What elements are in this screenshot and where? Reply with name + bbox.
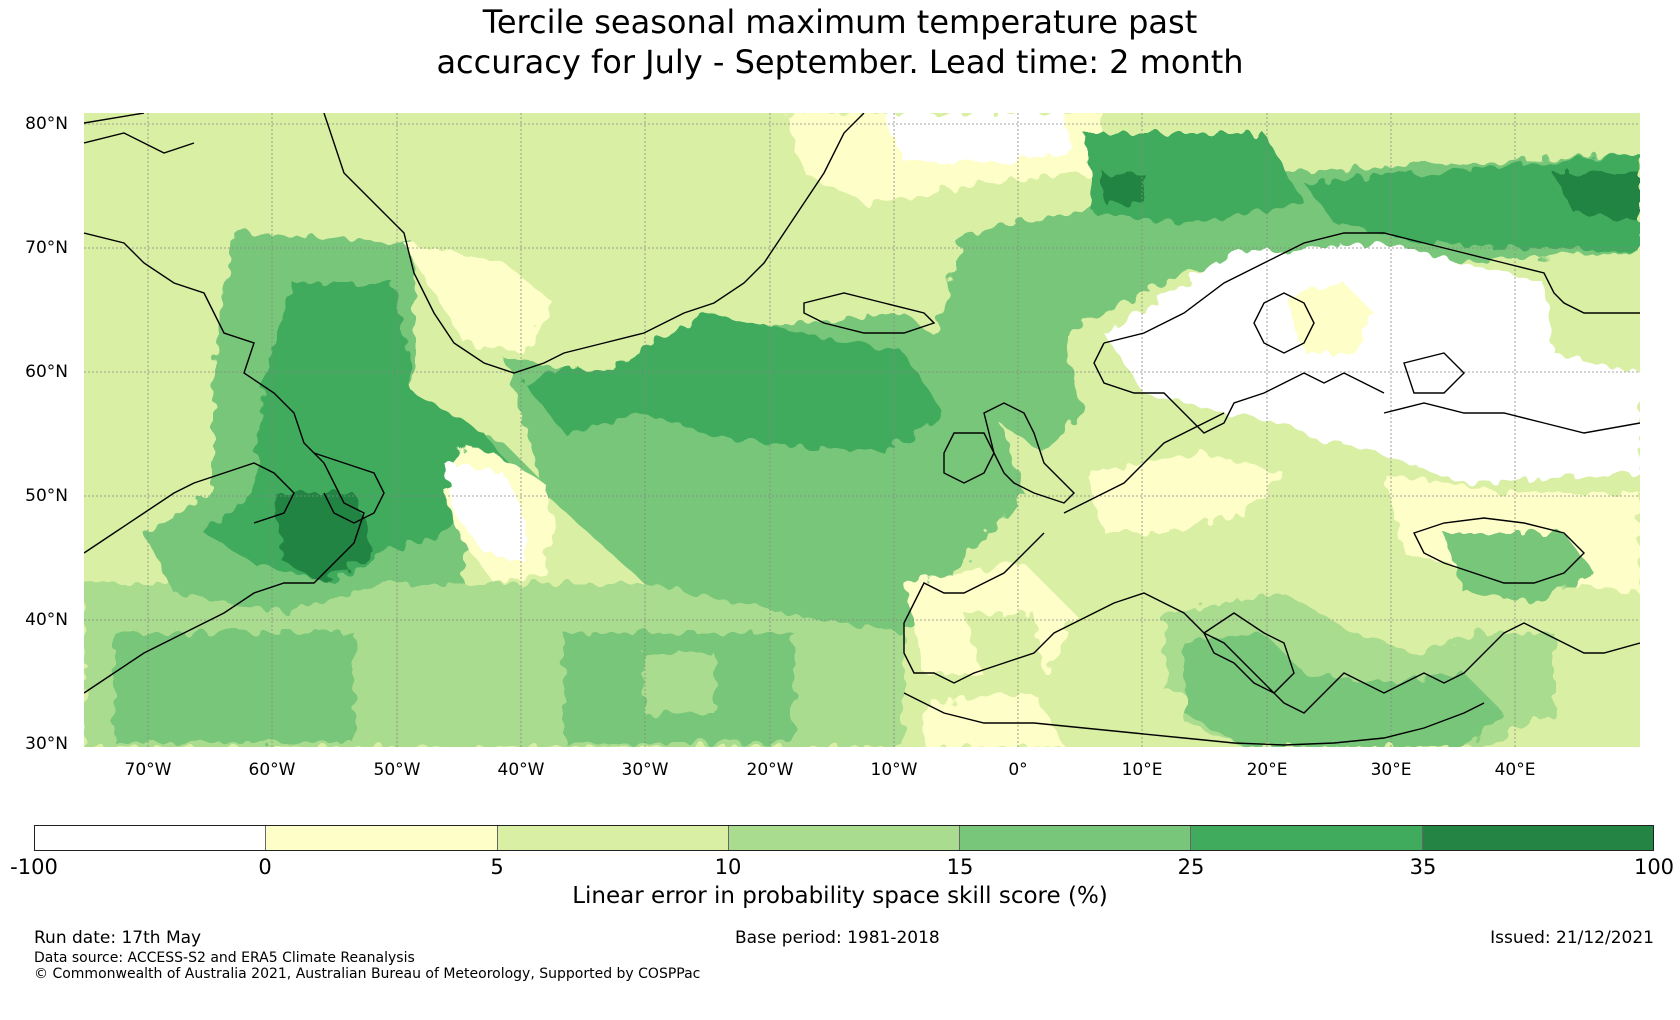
lon-label-20e: 20°E [1246, 760, 1288, 780]
colorbar-segment-5 [1191, 826, 1423, 850]
colorbar-label: Linear error in probability space skill … [572, 883, 1108, 909]
lon-label-10e: 10°E [1121, 760, 1163, 780]
colorbar-tick-0: 0 [258, 855, 272, 879]
colorbar-tick-minus100: -100 [10, 855, 58, 879]
issued-date: Issued: 21/12/2021 [1490, 928, 1654, 948]
lon-label-40e: 40°E [1494, 760, 1536, 780]
colorbar-tick-100: 100 [1633, 855, 1675, 879]
lat-label-30n: 30°N [25, 734, 68, 754]
colorbar-segment-1 [266, 826, 498, 850]
colorbar-segment-3 [728, 826, 961, 850]
lon-label-60w: 60°W [248, 760, 296, 780]
lon-label-30e: 30°E [1370, 760, 1412, 780]
skill-map-svg [84, 113, 1640, 747]
coastlines [84, 113, 1640, 746]
title-line-1: Tercile seasonal maximum temperature pas… [482, 3, 1198, 41]
colorbar [34, 825, 1654, 851]
lon-label-50w: 50°W [373, 760, 421, 780]
lon-label-40w: 40°W [497, 760, 545, 780]
lat-label-80n: 80°N [25, 114, 68, 134]
skill-map [84, 113, 1640, 747]
colorbar-segment-0 [35, 826, 267, 850]
base-period: Base period: 1981-2018 [735, 928, 940, 948]
colorbar-tick-10: 10 [714, 855, 742, 879]
run-date: Run date: 17th May [34, 928, 202, 948]
colorbar-segment-2 [497, 826, 729, 850]
colorbar-tick-15: 15 [946, 855, 974, 879]
lat-label-60n: 60°N [25, 362, 68, 382]
title-line-2: accuracy for July - September. Lead time… [436, 43, 1244, 81]
lat-label-50n: 50°N [25, 486, 68, 506]
chart-title: Tercile seasonal maximum temperature pas… [0, 2, 1680, 82]
lat-label-70n: 70°N [25, 238, 68, 258]
data-source: Data source: ACCESS-S2 and ERA5 Climate … [34, 950, 415, 966]
colorbar-tick-25: 25 [1177, 855, 1205, 879]
lat-label-40n: 40°N [25, 610, 68, 630]
colorbar-tick-35: 35 [1409, 855, 1437, 879]
lon-label-70w: 70°W [124, 760, 172, 780]
colorbar-segment-4 [960, 826, 1192, 850]
colorbar-segment-6 [1422, 826, 1653, 850]
lon-label-0: 0° [1008, 760, 1028, 780]
lon-label-30w: 30°W [621, 760, 669, 780]
gridlines [84, 113, 1640, 747]
copyright: © Commonwealth of Australia 2021, Austra… [34, 966, 701, 982]
colorbar-tick-5: 5 [490, 855, 504, 879]
lon-label-10w: 10°W [870, 760, 918, 780]
lon-label-20w: 20°W [746, 760, 794, 780]
